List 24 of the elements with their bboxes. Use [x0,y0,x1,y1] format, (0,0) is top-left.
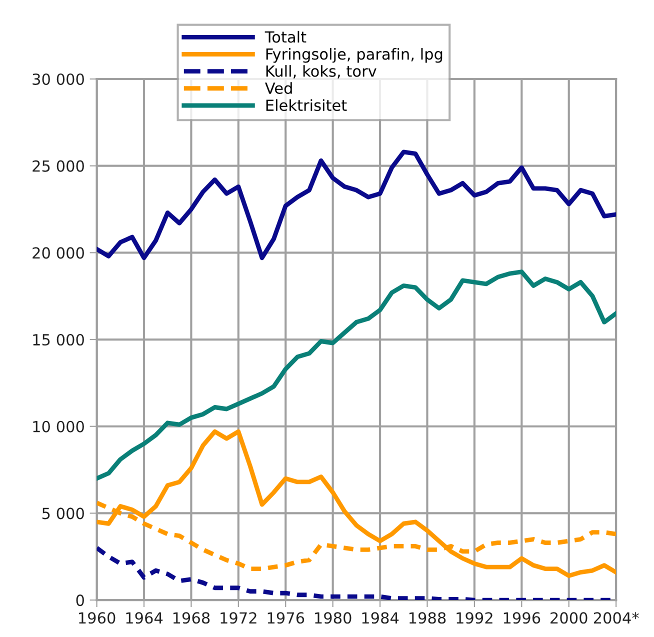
x-tick-label: 1976 [268,612,304,624]
x-tick-label: 1984 [362,612,399,624]
x-tick-label: 1968 [173,612,210,624]
y-tick-label: 0 [76,594,84,606]
legend-label: Ved [265,82,292,94]
x-tick-label: 1996 [504,612,540,624]
y-tick-label: 25 000 [32,160,84,172]
legend-label: Elektrisitet [266,99,347,112]
legend-label: Kull, koks, torv [266,65,376,78]
x-tick-label: 1980 [315,612,352,624]
legend-label: Totalt [264,30,306,43]
x-tick-label: 1992 [456,612,492,624]
y-tick-label: 10 000 [33,420,84,432]
x-tick-label: 1988 [409,612,446,624]
x-tick-label: 1960 [79,612,116,624]
y-tick-label: 15 000 [33,334,84,346]
y-tick-label: 30 000 [32,73,84,86]
y-tick-label: 5 000 [42,508,84,520]
y-tick-label: 20 000 [32,247,84,259]
x-tick-label: 1972 [220,612,256,624]
x-tick-label: 2000 [550,612,588,624]
x-tick-label: 1964 [126,612,163,624]
x-tick-label: 2004* [594,612,639,624]
legend-label: Fyringsolje, parafin, lpg [266,48,442,63]
